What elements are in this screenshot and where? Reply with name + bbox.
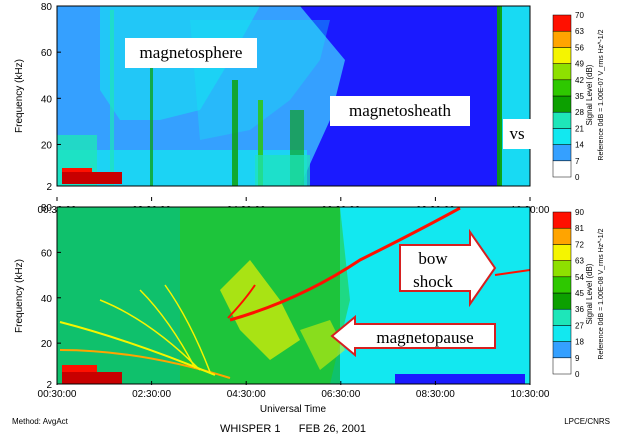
top-colorbar-reference: Reference 0dB = 1.00E-07 V_rms Hz^-1/2 xyxy=(598,29,605,160)
colorbar-swatch xyxy=(552,128,572,145)
magnetosphere-annotation: magnetosphere xyxy=(140,43,243,62)
colorbar-swatch xyxy=(552,276,572,294)
colorbar-tick-label: 27 xyxy=(575,321,584,330)
bottom-y-ticks: 2 20 40 60 80 xyxy=(41,203,61,391)
colorbar-tick-label: 0 xyxy=(575,173,580,182)
bow-shock-label-2: shock xyxy=(413,272,453,291)
colorbar-tick-label: 9 xyxy=(575,354,580,363)
colorbar-tick-label: 0 xyxy=(575,370,580,379)
bottom-colorbar-reference: Reference 0dB = 1.00E-08 V_rms Hz^-1/2 xyxy=(598,228,605,359)
colorbar-swatch xyxy=(552,144,572,162)
colorbar-swatch xyxy=(552,47,572,64)
y-tick-label: 60 xyxy=(41,48,53,59)
x-tick-label: 06:30:00 xyxy=(321,389,360,400)
top-ylabel: Frequency (kHz) xyxy=(14,59,25,133)
y-tick-label: 2 xyxy=(46,182,52,193)
y-tick-label: 2 xyxy=(46,380,52,391)
y-tick-label: 80 xyxy=(41,203,53,214)
y-tick-label: 40 xyxy=(41,294,53,305)
x-tick-label: 04:30:00 xyxy=(227,389,266,400)
colorbar-swatch xyxy=(552,341,572,359)
bottom-xlabel: Universal Time xyxy=(260,404,327,415)
colorbar-tick-label: 81 xyxy=(575,224,584,233)
colorbar-tick-label: 35 xyxy=(575,92,584,101)
bow-shock-arrow: bow shock xyxy=(399,228,497,308)
colorbar-swatch xyxy=(552,160,572,178)
bottom-colorbar: 0 9 18 27 36 45 54 63 72 81 90 xyxy=(552,208,584,379)
bottom-x-ticks: 00:30:00 02:30:00 04:30:00 06:30:00 08:30:00… xyxy=(38,381,550,400)
colorbar-swatch xyxy=(552,30,572,48)
bottom-ylabel: Frequency (kHz) xyxy=(14,259,25,333)
colorbar-tick-label: 7 xyxy=(575,157,580,166)
top-colorbar-label: Signal Level (dB) xyxy=(585,64,594,125)
bottom-spectrogram xyxy=(57,207,530,384)
colorbar-tick-label: 54 xyxy=(575,273,584,282)
x-tick-label: 08:30:00 xyxy=(416,389,455,400)
colorbar-swatch xyxy=(552,227,572,245)
colorbar-swatch xyxy=(552,357,572,375)
colorbar-tick-label: 42 xyxy=(575,76,584,85)
colorbar-swatch xyxy=(552,292,572,310)
colorbar-swatch xyxy=(552,211,572,229)
colorbar-tick-label: 36 xyxy=(575,305,584,314)
colorbar-tick-label: 56 xyxy=(575,43,584,52)
colorbar-swatch xyxy=(552,244,572,261)
y-tick-label: 60 xyxy=(41,248,53,259)
colorbar-tick-label: 21 xyxy=(575,124,584,133)
y-tick-label: 40 xyxy=(41,94,53,105)
colorbar-tick-label: 14 xyxy=(575,141,584,150)
colorbar-tick-label: 18 xyxy=(575,338,584,347)
colorbar-swatch xyxy=(552,111,572,129)
colorbar-swatch xyxy=(552,260,572,278)
colorbar-swatch xyxy=(552,14,572,32)
colorbar-tick-label: 90 xyxy=(575,208,584,217)
bottom-panel: Frequency (kHz) 2 20 40 60 80 00:30:00 02:30:… xyxy=(14,203,550,415)
credit-label: LPCE/CNRS xyxy=(564,417,610,426)
bottom-colorbar-label: Signal Level (dB) xyxy=(585,263,594,324)
x-tick-label: 00:30:00 xyxy=(38,389,77,400)
method-label: Method: AvgAct xyxy=(12,417,69,426)
x-tick-label: 02:30:00 xyxy=(132,389,171,400)
y-tick-label: 20 xyxy=(41,140,53,151)
colorbar-tick-label: 49 xyxy=(575,60,584,69)
colorbar-swatch xyxy=(552,79,572,97)
figure-title: WHISPER 1 FEB 26, 2001 xyxy=(220,423,366,435)
x-tick-label: 10:30:00 xyxy=(511,389,550,400)
colorbar-swatch xyxy=(552,308,572,326)
magnetopause-arrow: magnetopause xyxy=(330,314,496,358)
magnetopause-annotation: magnetopause xyxy=(376,328,473,347)
colorbar-swatch xyxy=(552,325,572,342)
colorbar-swatch xyxy=(552,95,572,113)
colorbar-tick-label: 45 xyxy=(575,289,584,298)
magnetosheath-annotation: magnetosheath xyxy=(349,101,451,120)
top-colorbar: 0 7 14 21 28 35 42 49 56 63 70 xyxy=(552,11,584,182)
colorbar-tick-label: 28 xyxy=(575,108,584,117)
y-tick-label: 80 xyxy=(41,2,53,13)
colorbar-swatch xyxy=(552,63,572,81)
colorbar-tick-label: 72 xyxy=(575,240,584,249)
y-tick-label: 20 xyxy=(41,339,53,350)
vs-annotation: vs xyxy=(509,124,524,143)
colorbar-tick-label: 70 xyxy=(575,11,584,20)
top-y-ticks: 2 20 40 60 80 xyxy=(41,2,61,193)
bow-shock-label-1: bow xyxy=(418,249,448,268)
colorbar-tick-label: 63 xyxy=(575,257,584,266)
colorbar-tick-label: 63 xyxy=(575,27,584,36)
